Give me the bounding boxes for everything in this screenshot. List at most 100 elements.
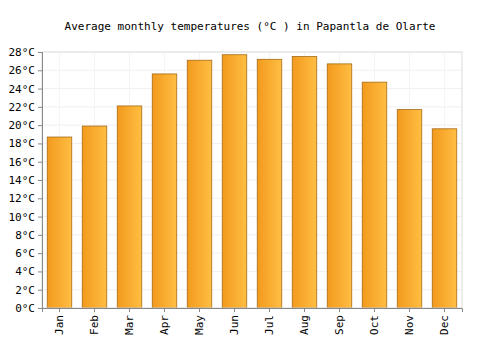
y-tick-mark (38, 271, 42, 272)
plot: 0°C 2°C 4°C 6°C 8°C 10°C 12°C 14°C 16°C 18°C 20°C 2… (9, 46, 463, 335)
y-tick-mark (38, 107, 42, 108)
x-tick: Jun (228, 308, 241, 335)
y-tick-label: 20°C (9, 119, 36, 132)
y-tick: 8°C (15, 229, 42, 242)
bar (187, 60, 212, 308)
y-tick: 10°C (9, 211, 43, 224)
grid-line (42, 106, 462, 107)
x-axis: Jan Feb Mar Apr May Jun Jul Aug Sep Oct Nov Dec (43, 308, 463, 335)
plot-frame (42, 52, 462, 308)
y-tick: 18°C (9, 137, 43, 150)
y-tick: 2°C (15, 284, 42, 297)
x-tick-label: May (193, 315, 206, 335)
x-tick: Oct (368, 308, 381, 335)
y-tick-label: 22°C (9, 101, 36, 114)
title: Average monthly temperatures (°C ) in Pa… (65, 20, 436, 33)
y-tick: 6°C (15, 247, 42, 260)
y-tick: 16°C (9, 156, 43, 169)
x-tick-mark (444, 308, 445, 312)
x-tick: Apr (158, 308, 171, 335)
bar (327, 64, 352, 308)
y-tick-label: 16°C (9, 156, 36, 169)
y-tick-label: 10°C (9, 211, 36, 224)
y-tick: 26°C (9, 64, 43, 77)
y-tick: 12°C (9, 192, 43, 205)
x-tick-mark (94, 308, 95, 312)
y-tick-label: 0°C (15, 302, 35, 315)
y-tick-label: 12°C (9, 192, 36, 205)
y-tick-label: 24°C (9, 83, 36, 96)
x-tick-label: Jan (53, 315, 66, 335)
x-tick-mark (129, 308, 130, 312)
y-tick-label: 6°C (15, 247, 35, 260)
x-tick: May (193, 308, 206, 335)
y-tick-mark (38, 235, 42, 236)
bar (362, 82, 387, 308)
y-tick-mark (38, 143, 42, 144)
bar (432, 129, 457, 308)
x-tick-mark (374, 308, 375, 312)
x-tick: Jan (53, 308, 66, 335)
x-tick-mark (234, 308, 235, 312)
bars (47, 55, 457, 308)
x-tick-label: Nov (403, 315, 416, 335)
y-tick: 20°C (9, 119, 43, 132)
x-tick-mark (164, 308, 165, 312)
x-tick-mark (409, 308, 410, 312)
y-tick-mark (38, 162, 42, 163)
x-tick: Dec (438, 308, 451, 335)
y-tick: 24°C (9, 83, 43, 96)
y-tick-mark (38, 308, 42, 309)
y-tick-mark (38, 125, 42, 126)
x-tick-label: Sep (333, 315, 346, 335)
y-tick: 0°C (15, 302, 42, 315)
y-tick-label: 26°C (9, 64, 36, 77)
chart: Average monthly temperatures (°C ) in Pa… (0, 0, 500, 350)
x-tick-label: Dec (438, 315, 451, 335)
y-tick-mark (38, 290, 42, 291)
x-tick-label: Jul (263, 315, 276, 335)
y-tick-label: 14°C (9, 174, 36, 187)
x-tick-mark (304, 308, 305, 312)
y-tick-label: 18°C (9, 137, 36, 150)
x-tick-label: Apr (158, 315, 171, 335)
y-tick: 28°C (9, 46, 43, 59)
x-tick-mark (59, 308, 60, 312)
y-tick: 4°C (15, 265, 42, 278)
x-tick: Feb (88, 308, 101, 335)
grid-line (42, 88, 462, 89)
bar (152, 74, 177, 308)
x-tick-label: Jun (228, 315, 241, 335)
y-tick-mark (38, 52, 42, 53)
bar (257, 59, 282, 308)
x-tick-mark (269, 308, 270, 312)
y-tick-mark (38, 180, 42, 181)
y-tick-mark (38, 198, 42, 199)
y-tick-label: 28°C (9, 46, 36, 59)
bar (397, 110, 422, 308)
y-tick-mark (38, 217, 42, 218)
bar (292, 57, 317, 308)
grid-line (42, 70, 462, 71)
x-tick: Nov (403, 308, 416, 335)
grid (42, 52, 462, 308)
x-tick-label: Aug (298, 315, 311, 335)
x-tick: Aug (298, 308, 311, 335)
x-tick-mark (339, 308, 340, 312)
y-tick-mark (38, 89, 42, 90)
bar (117, 106, 142, 308)
y-axis: 0°C 2°C 4°C 6°C 8°C 10°C 12°C 14°C 16°C 18°C 20°C 2… (9, 46, 43, 315)
x-tick-label: Feb (88, 315, 101, 335)
y-tick-label: 8°C (15, 229, 35, 242)
bar (82, 126, 107, 308)
y-tick-mark (38, 70, 42, 71)
bar (47, 137, 72, 308)
bar (222, 55, 247, 308)
x-tick: Jul (263, 308, 276, 335)
x-tick-label: Mar (123, 315, 136, 335)
y-tick: 14°C (9, 174, 43, 187)
y-axis-line (38, 53, 43, 309)
x-tick-label: Oct (368, 315, 381, 335)
y-tick-label: 2°C (15, 284, 35, 297)
x-tick: Mar (123, 308, 136, 335)
